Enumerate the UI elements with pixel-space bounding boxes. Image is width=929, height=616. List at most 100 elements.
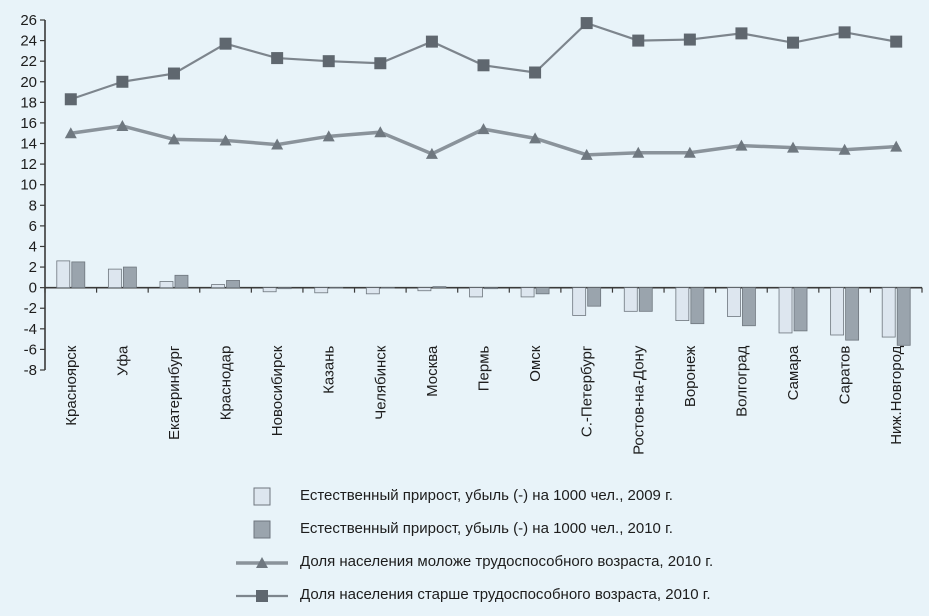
x-tick-label: Ниж.Новгород <box>888 345 905 444</box>
point-over-working-age <box>64 93 77 106</box>
bar-2010 <box>742 287 756 327</box>
y-tick-label: 4 <box>29 238 37 255</box>
bar-2010 <box>587 287 602 307</box>
y-tick-label: 8 <box>29 197 37 214</box>
y-tick-label: 10 <box>20 177 37 194</box>
x-tick-label: Пермь <box>476 345 493 391</box>
point-over-working-age <box>374 57 387 70</box>
bar-2009 <box>778 287 793 334</box>
y-tick-label: 14 <box>20 136 37 153</box>
y-tick-label: 22 <box>20 53 37 70</box>
point-over-working-age <box>167 67 180 80</box>
point-under-working-age <box>271 138 284 150</box>
bar-2010 <box>896 287 911 346</box>
point-under-working-age <box>735 139 748 151</box>
point-over-working-age <box>890 35 903 48</box>
bar-2009 <box>830 287 845 336</box>
point-under-working-age <box>580 148 593 160</box>
bar-2009 <box>159 281 174 289</box>
bar-2009 <box>572 287 587 316</box>
x-tick-label: Самара <box>785 345 802 400</box>
y-tick-label: 18 <box>20 94 37 111</box>
x-tick-label: Казань <box>321 345 338 393</box>
point-under-working-age <box>683 146 696 158</box>
point-under-working-age <box>838 143 851 155</box>
x-tick-label: Волгоград <box>733 345 750 416</box>
x-tick-label: Воронеж <box>682 346 699 408</box>
bar-2009 <box>469 287 483 298</box>
x-tick-label: Красноярск <box>63 345 80 426</box>
legend-box-icon <box>253 487 271 506</box>
y-tick-label: -2 <box>24 300 37 317</box>
x-tick-label: Краснодар <box>218 346 235 421</box>
legend-triangle-icon <box>256 557 268 568</box>
y-tick-label: 26 <box>20 12 37 29</box>
point-over-working-age <box>580 17 593 30</box>
legend-item: Естественный прирост, убыль (-) на 1000 … <box>230 513 870 546</box>
point-over-working-age <box>116 75 129 88</box>
x-tick-label: Москва <box>424 345 441 397</box>
point-over-working-age <box>787 36 800 49</box>
legend-swatch <box>236 590 288 602</box>
y-tick-label: 2 <box>29 259 37 276</box>
bar-2010 <box>845 287 860 341</box>
bar-2010 <box>122 266 137 289</box>
bar-2009 <box>520 287 535 298</box>
y-tick-label: 6 <box>29 218 37 235</box>
point-over-working-age <box>683 33 696 46</box>
y-tick-label: -8 <box>24 362 37 379</box>
bar-2010 <box>71 261 86 289</box>
bar-2010 <box>690 287 705 325</box>
legend-swatch <box>236 557 288 568</box>
point-under-working-age <box>890 140 903 152</box>
point-under-working-age <box>219 134 232 146</box>
bar-2010 <box>793 287 808 332</box>
bar-2009 <box>623 287 638 312</box>
point-over-working-age <box>735 27 748 40</box>
legend-box-icon <box>253 520 271 539</box>
y-tick-label: 0 <box>29 280 37 297</box>
point-over-working-age <box>322 55 335 68</box>
point-under-working-age <box>374 126 387 138</box>
bar-2009 <box>417 287 432 292</box>
bar-2009 <box>262 287 277 293</box>
bar-2009 <box>881 287 896 338</box>
legend-square-icon <box>256 590 268 602</box>
point-under-working-age <box>787 141 800 153</box>
bar-2009 <box>727 287 741 317</box>
bar-2009 <box>211 284 225 289</box>
bar-2010 <box>535 287 550 295</box>
x-tick-label: Екатеринбург <box>166 345 183 440</box>
point-under-working-age <box>632 146 645 158</box>
bar-2009 <box>107 268 122 289</box>
y-tick-label: 24 <box>20 33 37 50</box>
bar-2010 <box>484 287 498 290</box>
bar-2009 <box>56 260 71 289</box>
y-tick-label: 12 <box>20 156 37 173</box>
bar-2010 <box>329 287 344 289</box>
legend-label: Естественный прирост, убыль (-) на 1000 … <box>300 487 673 504</box>
legend-label: Доля населения моложе трудоспособного во… <box>300 553 714 570</box>
y-tick-label: 20 <box>20 74 37 91</box>
point-over-working-age <box>632 34 645 47</box>
bar-2010 <box>226 280 240 289</box>
point-over-working-age <box>477 59 490 72</box>
point-over-working-age <box>425 35 438 48</box>
point-over-working-age <box>838 26 851 39</box>
point-under-working-age <box>167 133 180 145</box>
x-tick-label: Саратов <box>837 346 854 405</box>
bar-2010 <box>380 287 395 289</box>
bar-2010 <box>432 286 447 289</box>
x-tick-label: Новосибирск <box>269 345 286 436</box>
point-over-working-age <box>271 52 284 65</box>
bar-2009 <box>675 287 690 321</box>
legend-label: Доля населения старше трудоспособного во… <box>300 586 711 603</box>
point-over-working-age <box>529 66 542 79</box>
point-under-working-age <box>477 123 490 135</box>
y-tick-label: -4 <box>24 321 37 338</box>
legend-swatch <box>253 520 271 539</box>
x-tick-label: Челябинск <box>372 345 389 419</box>
legend-item: Естественный прирост, убыль (-) на 1000 … <box>230 480 870 513</box>
